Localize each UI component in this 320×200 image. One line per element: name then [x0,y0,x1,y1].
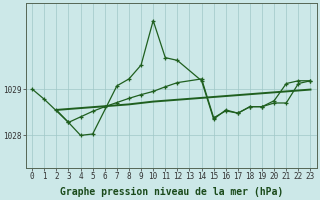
X-axis label: Graphe pression niveau de la mer (hPa): Graphe pression niveau de la mer (hPa) [60,186,283,197]
